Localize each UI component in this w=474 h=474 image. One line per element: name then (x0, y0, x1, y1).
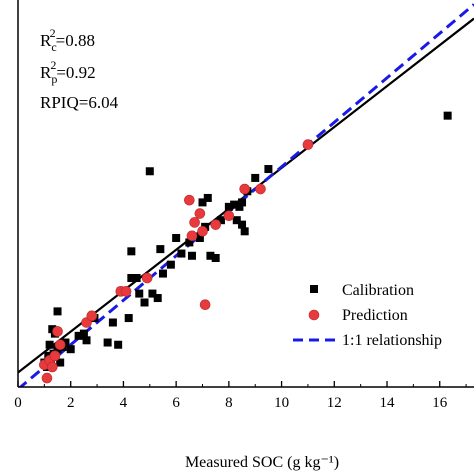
calibration-point (79, 329, 88, 338)
calibration-point (48, 325, 57, 334)
calibration-point (108, 318, 117, 327)
rp2-stat: Rp2=0.92 (40, 58, 96, 86)
calibration-point (187, 251, 196, 260)
calibration-point (206, 251, 215, 260)
x-tick-label: 2 (67, 395, 75, 411)
legend-calibration-label: Calibration (342, 282, 414, 299)
calibration-point (45, 340, 54, 349)
calibration-point (132, 274, 141, 283)
calibration-point (66, 345, 75, 354)
legend-prediction-label: Prediction (342, 307, 408, 324)
calibration-point (153, 294, 162, 303)
calibration-point (240, 227, 249, 236)
prediction-point (184, 194, 195, 206)
calibration-point (251, 173, 260, 182)
prediction-point (120, 286, 132, 297)
calibration-point (82, 336, 91, 345)
x-tick-label: 12 (327, 395, 342, 411)
calibration-point (177, 249, 186, 258)
prediction-point (210, 219, 221, 230)
legend-prediction-marker (308, 309, 320, 321)
prediction-point (223, 210, 235, 222)
x-tick-label: 14 (380, 395, 396, 411)
calibration-point (140, 298, 149, 307)
prediction-point (86, 310, 98, 322)
calibration-point (172, 233, 181, 242)
legend-calibration-marker (310, 285, 318, 293)
calibration-point (61, 338, 70, 347)
x-tick-label: 16 (432, 395, 448, 411)
calibration-point (195, 233, 204, 242)
prediction-point (141, 272, 153, 284)
x-tick-label: 4 (120, 395, 128, 411)
calibration-point (185, 238, 194, 247)
calibration-point (166, 260, 175, 269)
calibration-point (235, 202, 244, 211)
calibration-point (232, 216, 241, 225)
calibration-point (264, 165, 273, 174)
prediction-point (46, 361, 58, 373)
calibration-point (224, 202, 233, 211)
calibration-point (230, 200, 239, 209)
x-tick-label: 0 (14, 395, 22, 411)
prediction-point (52, 326, 63, 337)
calibration-point (103, 338, 112, 347)
prediction-point (189, 217, 200, 228)
calibration-point (124, 314, 133, 323)
calibration-point (127, 247, 136, 256)
calibration-point (56, 358, 65, 367)
prediction-point (41, 372, 53, 384)
prediction-point (197, 226, 208, 237)
calibration-point (216, 216, 225, 225)
legend-1to1-label: 1:1 relationship (342, 332, 442, 349)
calibration-point (203, 193, 212, 202)
calibration-point (135, 289, 144, 298)
prediction-point (194, 208, 206, 219)
plot-frame (17, 0, 474, 388)
calibration-point (443, 111, 452, 120)
prediction-point (239, 183, 250, 195)
calibration-point (145, 167, 154, 176)
one-to-one-line (18, 3, 474, 387)
rpiq-stat: RPIQ=6.04 (40, 93, 119, 112)
calibration-point (148, 289, 157, 298)
calibration-point (74, 331, 83, 340)
x-axis-title: Measured SOC (g kg⁻¹) (185, 454, 339, 471)
x-tick-label: 8 (225, 395, 233, 411)
prediction-point (54, 339, 66, 351)
calibration-point (238, 198, 247, 207)
calibration-point (211, 254, 220, 262)
stats-annotation: Rc2=0.88 Rp2=0.92 RPIQ=6.04 (40, 26, 119, 112)
calibration-point (158, 269, 167, 278)
legend: Calibration Prediction 1:1 relationship (293, 282, 442, 349)
x-tick-label: 6 (172, 395, 180, 411)
x-tick-label: 10 (274, 395, 289, 411)
calibration-point (198, 198, 207, 207)
calibration-point (156, 245, 165, 254)
rc2-stat: Rc2=0.88 (40, 26, 95, 54)
prediction-point (49, 350, 61, 362)
prediction-point (302, 139, 314, 150)
prediction-point (255, 183, 266, 195)
calibration-point (238, 220, 247, 229)
calibration-point (53, 307, 62, 316)
prediction-point (199, 299, 211, 311)
calibration-point (114, 340, 123, 349)
prediction-point (186, 230, 198, 242)
calibration-point (127, 274, 136, 283)
